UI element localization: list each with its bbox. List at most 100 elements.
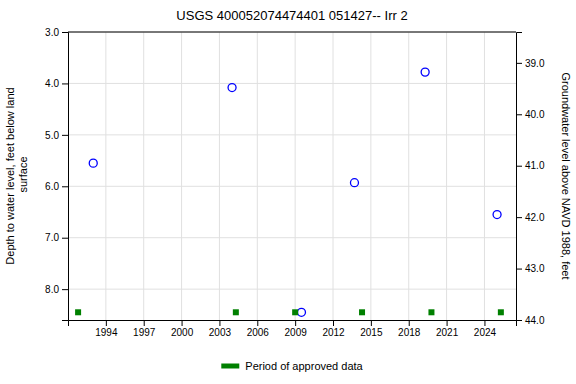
- tick-mark: [409, 320, 410, 326]
- tick-mark: [516, 114, 522, 115]
- tick-label: 7.0: [45, 232, 59, 243]
- tick-mark: [257, 320, 258, 326]
- tick-mark: [62, 289, 68, 290]
- tick-label: 2021: [436, 327, 459, 338]
- legend-label: Period of approved data: [245, 360, 363, 372]
- tick-label: 41.0: [525, 160, 545, 171]
- grid-line-y: [68, 32, 516, 33]
- tick: 41.0: [516, 160, 545, 171]
- tick-label: 2015: [360, 327, 383, 338]
- tick-mark: [516, 63, 522, 64]
- tick-mark: [62, 135, 68, 136]
- square-point: [359, 309, 365, 315]
- axis-line: [69, 321, 517, 327]
- tick-label: 2024: [474, 327, 497, 338]
- y2-axis: 44.0 43.0 42.0 41.0 40.0 39.0: [516, 33, 545, 326]
- tick-label: 2018: [398, 327, 421, 338]
- title: USGS 400052074474401 051427-- Irr 2: [176, 8, 407, 23]
- tick: 8.0: [45, 284, 68, 295]
- tick-label: 2012: [322, 327, 345, 338]
- y2-axis-label: Groundwater level above NAVD 1988, feet: [560, 72, 572, 279]
- marks: [75, 68, 504, 316]
- grid-line-y: [68, 134, 516, 135]
- tick: 1997: [133, 320, 156, 338]
- grid-line-x: [446, 32, 447, 320]
- series: [89, 68, 501, 316]
- tick-label: 6.0: [45, 181, 59, 192]
- frame-top: [68, 32, 516, 33]
- grid: [68, 32, 516, 320]
- tick-label: 43.0: [525, 263, 545, 274]
- grid-line-x: [370, 32, 371, 320]
- tick-mark: [62, 238, 68, 239]
- tick: 2009: [285, 320, 308, 338]
- square-point: [233, 309, 239, 315]
- tick-label: 2000: [171, 327, 194, 338]
- tick-mark: [62, 83, 68, 84]
- tick-mark: [219, 320, 220, 326]
- axis-line: [62, 33, 69, 321]
- series: [75, 309, 504, 315]
- tick: 39.0: [516, 58, 545, 69]
- legend: Period of approved data: [221, 360, 363, 372]
- tick: 5.0: [45, 130, 68, 141]
- grid-line-x: [219, 32, 220, 320]
- square-point: [292, 309, 298, 315]
- tick-mark: [106, 320, 107, 326]
- tick-mark: [447, 320, 448, 326]
- circle-point: [89, 159, 97, 167]
- tick: 2003: [209, 320, 232, 338]
- tick: 7.0: [45, 232, 68, 243]
- square-point: [75, 309, 81, 315]
- legend-item: Period of approved data: [221, 360, 363, 372]
- tick-label: 2009: [285, 327, 308, 338]
- tick-label: 42.0: [525, 212, 545, 223]
- grid-line-x: [105, 32, 106, 320]
- tick-label: 5.0: [45, 130, 59, 141]
- grid-line-x: [295, 32, 296, 320]
- legend-swatch: [221, 364, 239, 369]
- tick-mark: [62, 32, 68, 33]
- tick: 3.0: [45, 27, 68, 38]
- tick-mark: [516, 166, 522, 167]
- x-axis: 1994 1997 2000 2003 2006 2009 2012 2015 2018 2021…: [69, 320, 517, 338]
- grid-line-y: [68, 186, 516, 187]
- grid-line-y: [68, 289, 516, 290]
- tick-mark: [516, 269, 522, 270]
- grid-line-x: [181, 32, 182, 320]
- tick-mark: [333, 320, 334, 326]
- tick: 44.0: [516, 315, 545, 326]
- tick-mark: [484, 320, 485, 326]
- y-axis: 3.0 4.0 5.0 6.0 7.0 8.0: [45, 27, 68, 321]
- tick: 1994: [95, 320, 118, 338]
- tick: 40.0: [516, 109, 545, 120]
- tick-label: 44.0: [525, 315, 545, 326]
- tick-label: 4.0: [45, 78, 59, 89]
- tick-mark: [144, 320, 145, 326]
- tick: 2015: [360, 320, 383, 338]
- grid-line-x: [333, 32, 334, 320]
- circle-point: [297, 308, 305, 316]
- tick: 4.0: [45, 78, 68, 89]
- grid-line-x: [484, 32, 485, 320]
- tick-label: 2006: [247, 327, 270, 338]
- square-point: [428, 309, 434, 315]
- plot: 1994 1997 2000 2003 2006 2009 2012 2015 2018 2021…: [45, 27, 545, 338]
- tick: 2021: [436, 320, 459, 338]
- tick: 2012: [322, 320, 345, 338]
- y-axis-label-line: Depth to water level, feet below land: [4, 87, 16, 264]
- tick-label: 40.0: [525, 109, 545, 120]
- tick-label: 1994: [95, 327, 118, 338]
- y-axis-label: Depth to water level, feet below land su…: [4, 87, 29, 264]
- tick-label: 8.0: [45, 284, 59, 295]
- tick-mark: [516, 320, 522, 321]
- tick-label: 39.0: [525, 58, 545, 69]
- tick-label: 3.0: [45, 27, 59, 38]
- grid-line-y: [68, 83, 516, 84]
- circle-point: [421, 68, 429, 76]
- grid-line-x: [257, 32, 258, 320]
- tick: 43.0: [516, 263, 545, 274]
- tick-label: 2003: [209, 327, 232, 338]
- circle-point: [228, 84, 236, 92]
- grid-line-y: [68, 237, 516, 238]
